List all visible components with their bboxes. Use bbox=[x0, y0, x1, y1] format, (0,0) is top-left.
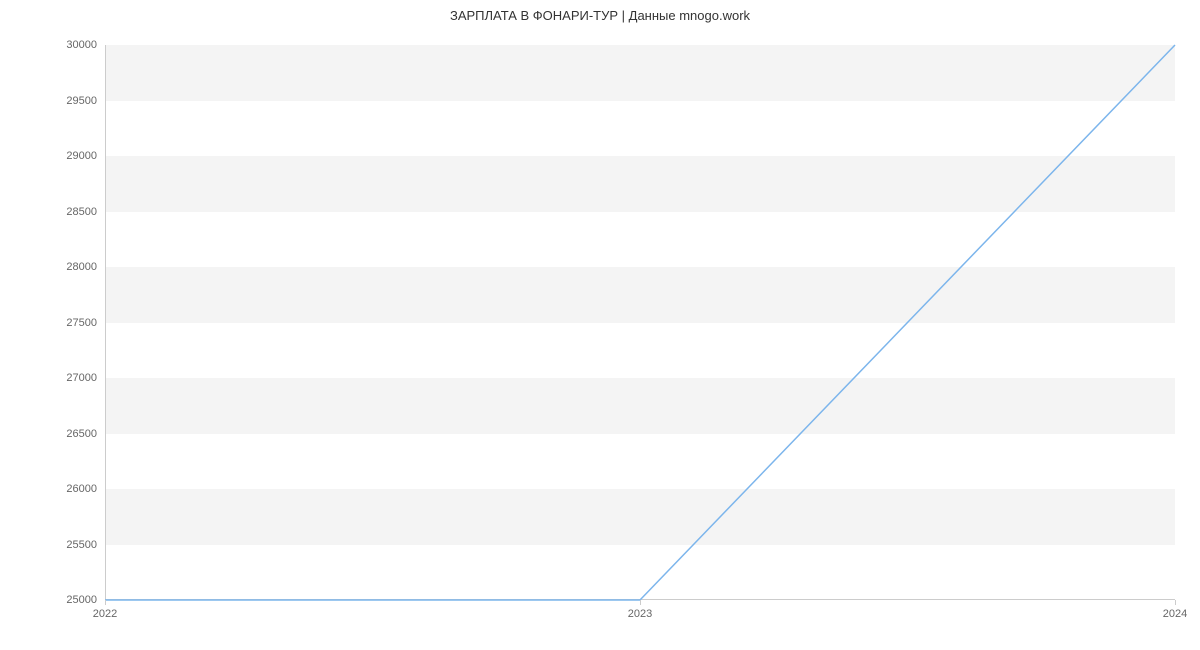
y-tick-label: 28000 bbox=[66, 261, 97, 273]
y-tick-label: 26500 bbox=[66, 428, 97, 440]
plot-area: 2500025500260002650027000275002800028500… bbox=[105, 45, 1175, 600]
y-tick-label: 25500 bbox=[66, 539, 97, 551]
y-tick-label: 28500 bbox=[66, 206, 97, 218]
y-tick-label: 27000 bbox=[66, 372, 97, 384]
x-tick-label: 2024 bbox=[1163, 608, 1187, 620]
y-tick-label: 29000 bbox=[66, 150, 97, 162]
y-tick-label: 26000 bbox=[66, 483, 97, 495]
y-tick-label: 30000 bbox=[66, 39, 97, 51]
line-layer bbox=[105, 45, 1175, 600]
x-tick-mark bbox=[640, 600, 641, 605]
y-tick-label: 25000 bbox=[66, 594, 97, 606]
series-line bbox=[105, 45, 1175, 600]
x-tick-label: 2023 bbox=[628, 608, 652, 620]
y-tick-label: 27500 bbox=[66, 317, 97, 329]
x-tick-mark bbox=[1175, 600, 1176, 605]
chart-title: ЗАРПЛАТА В ФОНАРИ-ТУР | Данные mnogo.wor… bbox=[0, 8, 1200, 23]
line-chart: ЗАРПЛАТА В ФОНАРИ-ТУР | Данные mnogo.wor… bbox=[0, 0, 1200, 650]
x-tick-label: 2022 bbox=[93, 608, 117, 620]
x-tick-mark bbox=[105, 600, 106, 605]
y-tick-label: 29500 bbox=[66, 95, 97, 107]
